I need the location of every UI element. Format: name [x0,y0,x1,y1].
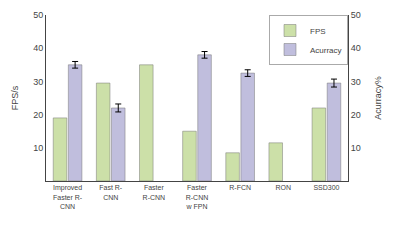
svg-text:20: 20 [351,110,361,120]
svg-text:Acurracy%: Acurracy% [373,76,383,120]
svg-text:FasterR-CNN: FasterR-CNN [143,184,166,200]
svg-text:ImprovedFaster R-CNN: ImprovedFaster R-CNN [53,184,83,209]
svg-text:10: 10 [351,143,361,153]
svg-text:R-FCN: R-FCN [229,184,251,191]
svg-text:SSD300: SSD300 [313,184,339,191]
svg-text:Fast R-CNN: Fast R-CNN [99,184,123,200]
svg-text:50: 50 [33,10,43,20]
svg-text:FasterR-CNNw FPN: FasterR-CNNw FPN [186,184,209,209]
svg-text:RON: RON [276,184,292,191]
svg-text:Acurracy: Acurracy [310,46,342,55]
svg-text:FPS: FPS [310,27,326,36]
svg-text:20: 20 [33,110,43,120]
svg-text:40: 40 [33,43,43,53]
svg-text:30: 30 [33,77,43,87]
svg-text:30: 30 [351,77,361,87]
svg-text:40: 40 [351,43,361,53]
svg-text:50: 50 [351,10,361,20]
svg-text:10: 10 [33,143,43,153]
svg-text:FPS/s: FPS/s [10,85,20,110]
